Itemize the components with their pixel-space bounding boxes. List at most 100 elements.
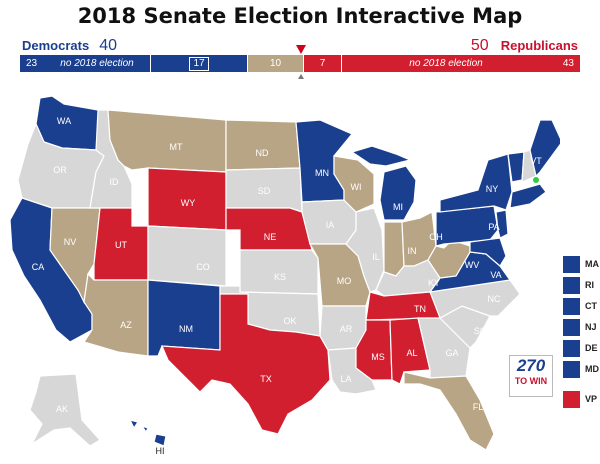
label-nv: NV	[64, 237, 77, 247]
label-hi: HI	[156, 446, 165, 456]
state-nc[interactable]	[429, 279, 521, 319]
legend-de[interactable]: DE	[563, 340, 598, 357]
label-va: VA	[490, 270, 501, 280]
label-oh: OH	[429, 232, 443, 242]
tally-dem-no-election-label: no 2018 election	[60, 58, 134, 69]
democrats-total: 40	[99, 37, 117, 54]
state-ks[interactable]	[239, 249, 319, 295]
state-ny[interactable]	[439, 153, 513, 213]
tally-pointer-icon	[298, 74, 304, 79]
republicans-total: 50	[470, 37, 489, 54]
label-or: OR	[53, 165, 67, 175]
label-wi: WI	[351, 182, 362, 192]
label-ca: CA	[32, 262, 45, 272]
label-pa: PA	[488, 222, 499, 232]
state-nd[interactable]	[225, 119, 301, 171]
label-il: IL	[372, 252, 380, 262]
tally-rep-up-count: 7	[319, 58, 326, 69]
tally-dem-up[interactable]: 17	[151, 55, 248, 72]
label-ny: NY	[486, 184, 499, 194]
legend-nj-swatch	[563, 319, 580, 336]
tally-dem-up-count: 17	[189, 57, 209, 71]
label-la: LA	[340, 374, 351, 384]
logo-top-text: 270	[516, 356, 546, 375]
label-ar: AR	[340, 324, 353, 334]
legend-ri[interactable]: RI	[563, 277, 594, 294]
republicans-header: 50 Republicans	[471, 37, 578, 55]
label-nm: NM	[179, 324, 193, 334]
label-mi: MI	[393, 202, 403, 212]
state-co[interactable]	[147, 225, 227, 287]
label-vt: VT	[530, 156, 542, 166]
state-mi[interactable]	[379, 165, 417, 221]
label-me: ME	[559, 138, 560, 148]
state-in[interactable]	[383, 221, 405, 277]
tally-tossup-count: 10	[269, 58, 282, 69]
legend-nj-label: NJ	[585, 322, 597, 332]
legend-ma-swatch	[563, 256, 580, 273]
legend-nj[interactable]: NJ	[563, 319, 597, 336]
label-al: AL	[406, 348, 417, 358]
republicans-label: Republicans	[500, 38, 578, 53]
tally-rep-no-election-count: 43	[562, 58, 574, 69]
state-mt[interactable]	[107, 109, 227, 173]
legend-vp[interactable]: VP	[563, 391, 597, 408]
legend-ma[interactable]: MA	[563, 256, 599, 273]
label-ms: MS	[371, 352, 385, 362]
label-id: ID	[110, 177, 120, 187]
state-ct-ri-ma[interactable]	[509, 183, 547, 209]
state-tx[interactable]	[161, 293, 331, 435]
label-az: AZ	[120, 320, 132, 330]
state-hi[interactable]	[128, 419, 167, 447]
state-ne[interactable]	[225, 207, 313, 251]
label-mt: MT	[170, 142, 183, 152]
state-az[interactable]	[83, 272, 149, 357]
label-ak: AK	[56, 404, 68, 414]
legend-md[interactable]: MD	[563, 361, 599, 378]
state-nj[interactable]	[495, 209, 509, 239]
label-ks: KS	[274, 272, 286, 282]
vt-independent-dot-icon	[533, 177, 539, 183]
legend-ct-swatch	[563, 298, 580, 315]
label-sd: SD	[258, 186, 271, 196]
label-in: IN	[408, 246, 417, 256]
label-nh: NH	[542, 174, 555, 184]
label-ne: NE	[264, 232, 277, 242]
us-senate-map: WA OR CA NV ID MT WY UT AZ CO NM ND SD N…	[9, 95, 560, 456]
label-fl: FL	[473, 402, 484, 412]
label-co: CO	[196, 262, 210, 272]
logo-bottom-text: TO WIN	[514, 376, 548, 386]
democrats-header: Democrats 40	[22, 37, 117, 55]
state-mi-upper[interactable]	[350, 145, 412, 167]
label-nd: ND	[256, 148, 269, 158]
legend-ri-swatch	[563, 277, 580, 294]
label-mo: MO	[337, 276, 352, 286]
label-ky: KY	[428, 278, 440, 288]
democrats-label: Democrats	[22, 38, 90, 53]
seat-tally-bar: 23 no 2018 election 17 10 7 no 2018 elec…	[20, 55, 580, 72]
label-sc: SC	[474, 326, 487, 336]
state-nm[interactable]	[147, 279, 221, 357]
label-ut: UT	[115, 240, 127, 250]
270towin-logo[interactable]: 270 TO WIN	[509, 355, 553, 397]
page-title: 2018 Senate Election Interactive Map	[77, 4, 523, 28]
label-wa: WA	[57, 116, 71, 126]
tally-rep-up[interactable]: 7	[304, 55, 342, 72]
legend-vp-swatch	[563, 391, 580, 408]
label-ok: OK	[283, 316, 296, 326]
state-me[interactable]	[529, 119, 560, 178]
label-mn: MN	[315, 168, 329, 178]
state-fl[interactable]	[403, 371, 495, 451]
tally-tossup[interactable]: 10	[248, 55, 304, 72]
tally-rep-no-election-label: no 2018 election	[409, 58, 483, 69]
legend-de-label: DE	[585, 343, 598, 353]
legend-ct[interactable]: CT	[563, 298, 597, 315]
label-wv: WV	[465, 260, 480, 270]
label-tn: TN	[414, 304, 426, 314]
legend-ma-label: MA	[585, 259, 599, 269]
state-ak[interactable]	[29, 373, 101, 447]
legend-ct-label: CT	[585, 301, 597, 311]
legend-md-label: MD	[585, 364, 599, 374]
majority-marker-icon	[296, 45, 306, 54]
tally-dem-no-election: 23 no 2018 election	[20, 55, 151, 72]
